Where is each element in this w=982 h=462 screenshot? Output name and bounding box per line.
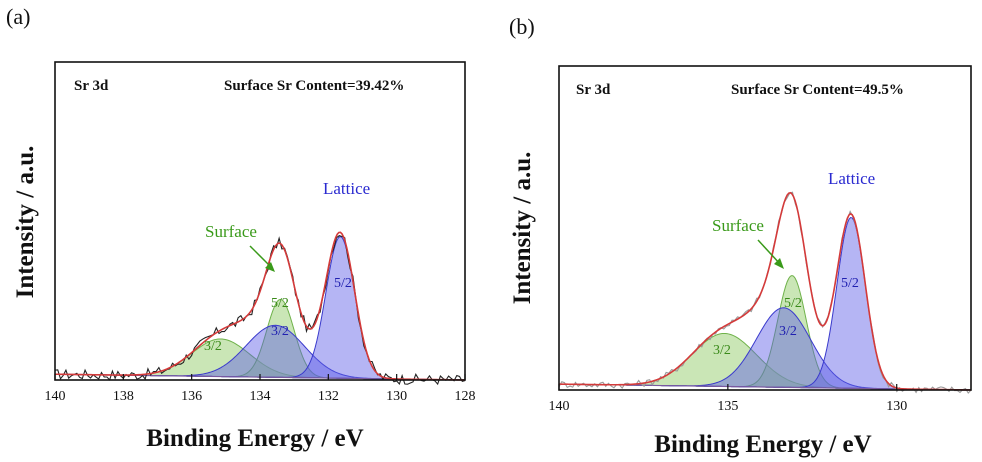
panel-b-xlabel: Binding Energy / eV [654, 431, 871, 458]
panel-a-tag: (a) [6, 4, 30, 29]
panel-a-xtick-label-134: 134 [250, 389, 271, 404]
panel-a-surface-label: Surface [205, 222, 257, 241]
panel-b-peak-label-surface-32: 3/2 [713, 343, 731, 358]
panel-b-plot-area [558, 191, 972, 394]
panel-b-lattice-label: Lattice [828, 169, 875, 188]
panel-a-xtick-label-140: 140 [45, 389, 66, 404]
panel-b-surface-arrow [757, 239, 784, 269]
panel-b-x-ticks: 140 135 130 [549, 384, 907, 414]
panel-a-title: Sr 3d [74, 78, 109, 94]
panel-a-xtick-label-132: 132 [318, 389, 339, 404]
panel-a-x-ticks: 140 138 136 134 132 130 128 [45, 374, 476, 404]
panel-a-component-2 [54, 324, 466, 381]
panel-a-peak-label-surface-32: 3/2 [204, 339, 222, 354]
panel-b-title: Sr 3d [576, 82, 611, 98]
panel-a-peak-label-lattice-32: 3/2 [271, 324, 289, 339]
panel-b-frame [558, 65, 972, 391]
panel-a-xtick-label-130: 130 [386, 389, 407, 404]
panel-b-chart: Sr 3d Surface Sr Content=49.5% Binding E… [509, 65, 972, 458]
panel-b-tag: (b) [509, 14, 535, 39]
panel-b-ylabel: Intensity / a.u. [509, 152, 536, 305]
panel-b-xtick-label-140: 140 [549, 399, 570, 414]
panel-a-chart: Sr 3d Surface Sr Content=39.42% Binding … [12, 61, 476, 452]
panel-a-xtick-label-128: 128 [455, 389, 476, 404]
panel-a-xlabel: Binding Energy / eV [146, 425, 363, 452]
panel-a-xtick-label-138: 138 [113, 389, 134, 404]
panel-b-component-2 [558, 307, 972, 391]
panel-b-xtick-label-130: 130 [886, 399, 907, 414]
panel-b-fit-line [558, 191, 972, 391]
panel-b-xtick-label-135: 135 [717, 399, 738, 414]
panel-a-subtitle: Surface Sr Content=39.42% [224, 78, 404, 94]
panel-b-peak-label-lattice-52: 5/2 [841, 276, 859, 291]
panel-a-lattice-label: Lattice [323, 179, 370, 198]
panel-b-surface-label: Surface [712, 216, 764, 235]
panel-b-subtitle: Surface Sr Content=49.5% [731, 82, 904, 98]
panel-b-peak-label-lattice-32: 3/2 [779, 324, 797, 339]
panel-b-peak-label-surface-52: 5/2 [784, 296, 802, 311]
panel-a-ylabel: Intensity / a.u. [12, 146, 39, 299]
panel-a-peak-label-lattice-52: 5/2 [334, 276, 352, 291]
panel-a-surface-arrow [249, 245, 275, 272]
panel-a-peak-label-surface-52: 5/2 [271, 296, 289, 311]
panel-a-xtick-label-136: 136 [181, 389, 202, 404]
